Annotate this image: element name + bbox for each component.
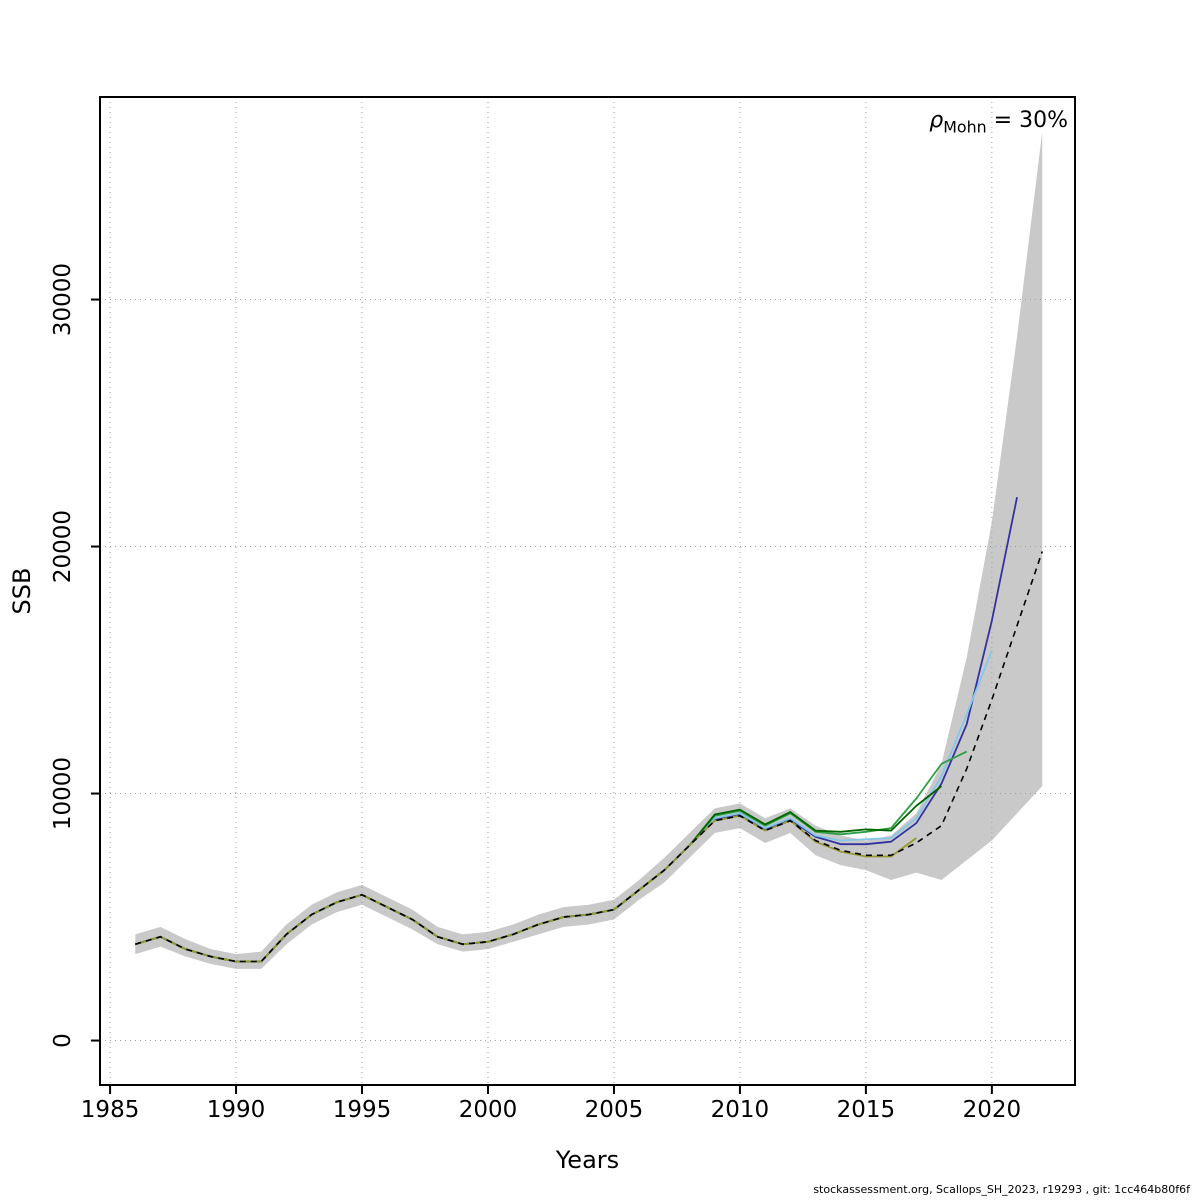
x-tick-label: 1985: [81, 1097, 140, 1123]
x-tick-label: 2020: [963, 1097, 1022, 1123]
base-line-layer: [135, 551, 1044, 963]
x-tick-label: 2000: [459, 1097, 518, 1123]
x-axis-title: Years: [555, 1146, 620, 1174]
x-tick-label: 2015: [837, 1097, 896, 1123]
confidence-band-layer: [135, 131, 1043, 969]
confidence-band: [135, 131, 1043, 969]
plot-border: [99, 96, 1076, 1086]
y-tick-label: 10000: [50, 757, 76, 830]
retro-line-2018: [135, 785, 943, 963]
rho-subscript: Mohn: [943, 117, 987, 137]
x-tick-label: 2010: [711, 1097, 770, 1123]
x-tick-label: 1990: [207, 1097, 266, 1123]
y-tick-label: 0: [50, 1033, 76, 1048]
retro-peel-lines-layer: [135, 496, 1018, 963]
grid-layer: [100, 97, 1075, 1085]
retro-line-2021: [135, 496, 1018, 963]
rho-value: = 30%: [986, 108, 1068, 133]
x-tick-label: 1995: [333, 1097, 392, 1123]
y-axis-title: SSB: [8, 567, 36, 615]
y-tick-label: 30000: [50, 263, 76, 336]
mohn-rho-annotation: ρMohn = 30%: [929, 108, 1068, 136]
base-ssb-line: [135, 551, 1044, 963]
source-footer: stockassessment.org, Scallops_SH_2023, r…: [813, 1183, 1190, 1196]
x-tick-label: 2005: [585, 1097, 644, 1123]
rho-symbol: ρ: [929, 108, 944, 133]
axes-layer: 1985 1990 1995 2000 2005 2010 2015 2020 0 10000 20…: [50, 96, 1076, 1123]
y-tick-label: 20000: [50, 510, 76, 583]
